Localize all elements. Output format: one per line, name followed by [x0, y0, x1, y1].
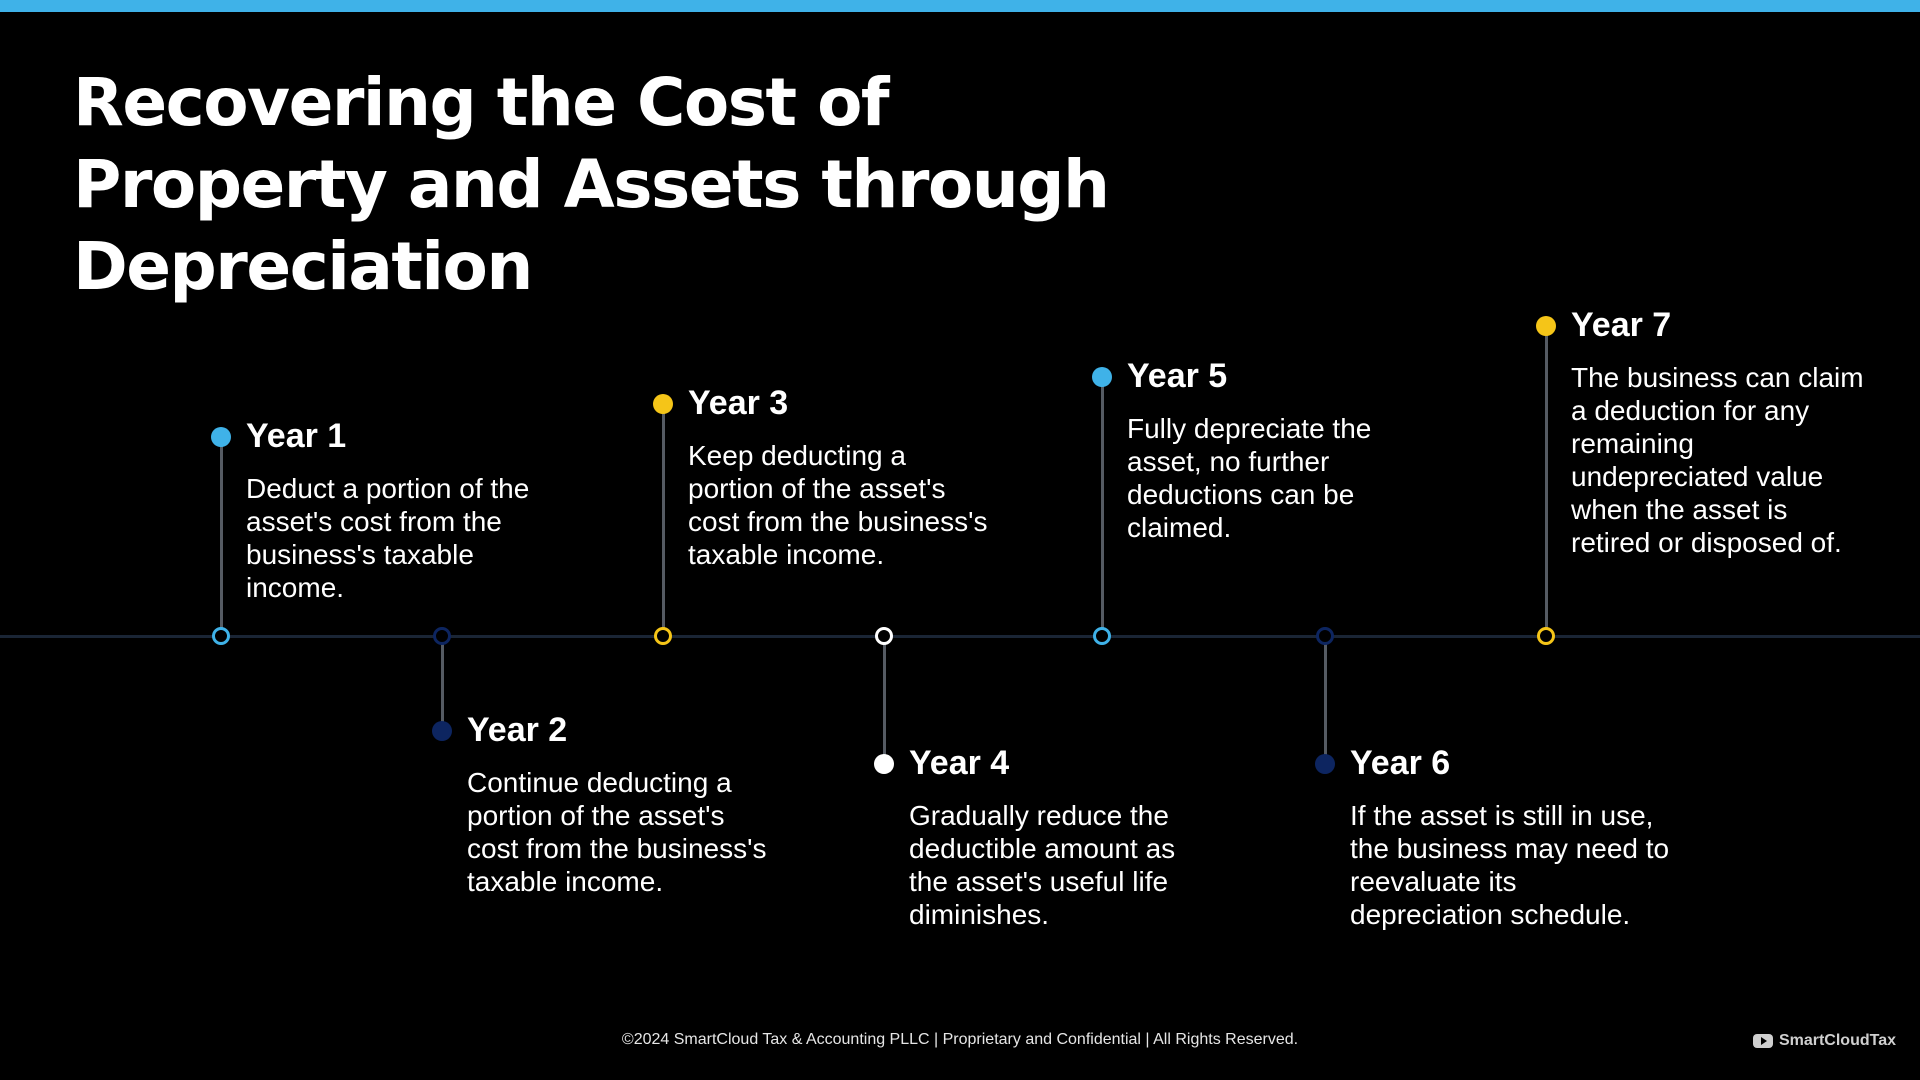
step-year-label: Year 2: [467, 711, 568, 749]
step-description: Fully depreciate the asset, no further d…: [1127, 413, 1372, 543]
timeline-node: [433, 627, 451, 645]
timeline-node: [212, 627, 230, 645]
step-year-label: Year 7: [1571, 306, 1672, 344]
step-marker-dot: [653, 394, 673, 414]
step-description: Deduct a portion of the asset's cost fro…: [246, 473, 530, 603]
top-accent-bar: [0, 0, 1920, 12]
step-description: Keep deducting a portion of the asset's …: [688, 440, 988, 570]
timeline-axis: [0, 635, 1920, 638]
step-year-label: Year 1: [246, 417, 347, 455]
step-marker-dot: [1315, 754, 1335, 774]
timeline-connector: [1324, 636, 1327, 764]
step-marker-dot: [1536, 316, 1556, 336]
timeline-node: [1537, 627, 1555, 645]
timeline-connector: [441, 636, 444, 731]
step-year-label: Year 5: [1127, 357, 1228, 395]
timeline-connector: [662, 404, 665, 636]
step-marker-dot: [432, 721, 452, 741]
timeline-connector: [883, 636, 886, 764]
footer-copyright: ©2024 SmartCloud Tax & Accounting PLLC |…: [621, 1031, 1299, 1048]
step-marker-dot: [1092, 367, 1112, 387]
timeline-node: [1316, 627, 1334, 645]
step-description: Gradually reduce the deductible amount a…: [909, 800, 1176, 930]
timeline-node: [1093, 627, 1111, 645]
timeline-node: [654, 627, 672, 645]
step-year-label: Year 6: [1350, 744, 1451, 782]
page-title: Recovering the Cost of Property and Asse…: [73, 64, 1110, 305]
step-description: If the asset is still in use, the busine…: [1350, 800, 1670, 930]
step-description: Continue deducting a portion of the asse…: [467, 767, 767, 897]
youtube-icon: [1752, 1034, 1773, 1048]
timeline-connector: [1101, 377, 1104, 636]
step-year-label: Year 4: [909, 744, 1010, 782]
brand-logo: SmartCloudTax: [1752, 1032, 1896, 1050]
timeline-connector: [220, 437, 223, 636]
timeline-connector: [1545, 326, 1548, 636]
step-marker-dot: [874, 754, 894, 774]
step-description: The business can claim a deduction for a…: [1571, 362, 1864, 558]
step-year-label: Year 3: [688, 384, 789, 422]
brand-name: SmartCloudTax: [1778, 1032, 1896, 1049]
step-marker-dot: [211, 427, 231, 447]
timeline-node: [875, 627, 893, 645]
